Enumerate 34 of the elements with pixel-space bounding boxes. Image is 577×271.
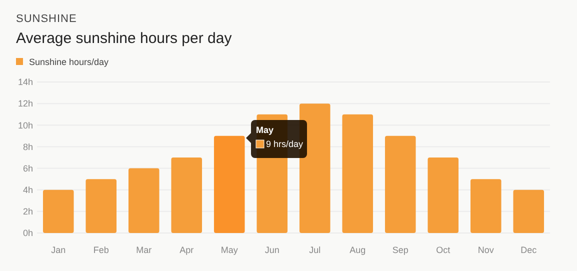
y-tick-label: 2h [22,206,33,217]
x-tick-label: Jun [264,245,280,255]
bar [384,136,416,233]
x-tick-label: Jul [309,245,321,255]
x-tick-label: Oct [436,245,451,255]
bar [214,136,245,233]
y-tick-label: 4h [22,185,33,196]
x-tick-label: May [220,245,238,255]
y-tick-label: 12h [18,98,33,109]
chart-title: Average sunshine hours per day [16,30,232,47]
bar [171,158,202,233]
x-tick-label: Apr [180,245,194,255]
x-tick-label: Nov [478,245,494,255]
bar [42,190,74,233]
y-tick-label: 8h [22,142,33,152]
bar [470,179,502,233]
bar [428,158,459,233]
bar [128,168,160,233]
bar [513,190,544,233]
x-tick-label: Sep [392,245,408,255]
x-tick-label: Dec [520,245,538,255]
annotation: May 9 hrs/day [256,125,304,149]
x-tick-label: Feb [93,245,109,255]
y-tick-label: 0h [22,228,33,238]
x-tick-label: Mar [136,245,152,255]
legend-label: Sunshine hours/day [29,57,110,67]
chart-subtitle: SUNSHINE [16,13,77,25]
x-tick-label: Aug [350,245,366,255]
x-tick-label: Jan [51,245,66,255]
y-tick-label: 14h [18,77,33,88]
bar [342,114,374,233]
bar [86,179,117,233]
y-tick-label: 6h [22,163,33,174]
y-tick-label: 10h [18,120,33,130]
